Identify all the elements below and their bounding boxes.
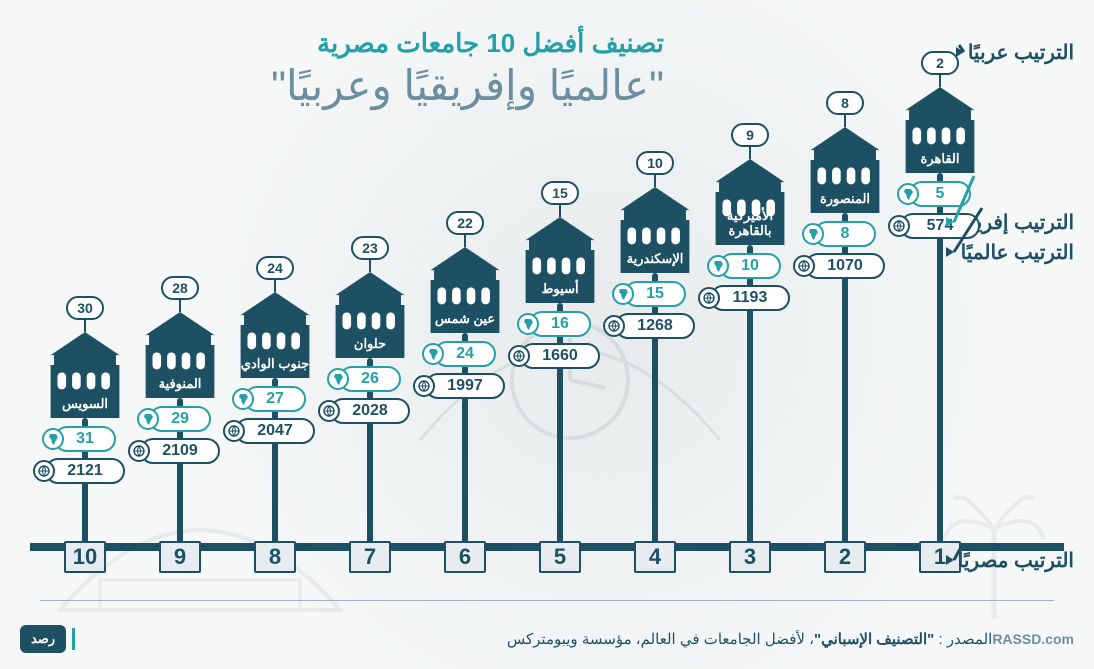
- africa-icon: [707, 255, 729, 277]
- globe-icon: [603, 315, 625, 337]
- africa-rank-pill: 5: [909, 181, 971, 207]
- africa-rank-pill: 29: [149, 406, 211, 432]
- building-icon: القاهرة: [897, 87, 983, 173]
- africa-icon: [42, 428, 64, 450]
- world-rank-pill: 1660: [520, 343, 600, 369]
- brand-accent: [72, 628, 75, 650]
- world-rank-pill: 1193: [710, 285, 790, 311]
- egypt-rank-tick: 2: [824, 541, 866, 573]
- globe-icon: [698, 287, 720, 309]
- africa-icon: [897, 183, 919, 205]
- badge-connector: [369, 260, 371, 272]
- africa-rank-pill: 15: [624, 281, 686, 307]
- egypt-rank-tick: 4: [634, 541, 676, 573]
- africa-rank-pill: 26: [339, 366, 401, 392]
- arab-rank-badge: 9: [731, 123, 769, 147]
- world-rank-pill: 2047: [235, 418, 315, 444]
- africa-rank-pill: 27: [244, 386, 306, 412]
- bar: [557, 303, 563, 543]
- badge-connector: [939, 75, 941, 87]
- globe-icon: [508, 345, 530, 367]
- badge-connector: [654, 175, 656, 187]
- egypt-rank-tick: 5: [539, 541, 581, 573]
- footer-divider: [40, 600, 1054, 601]
- africa-rank-pill: 24: [434, 341, 496, 367]
- source-text: المصدر : "التصنيف الإسباني"، لأفضل الجام…: [75, 630, 992, 648]
- badge-connector: [844, 115, 846, 127]
- africa-icon: [517, 313, 539, 335]
- building-icon: جنوب الوادي: [232, 292, 318, 378]
- chart: 2 القاهرة557418 المنصورة8107029 الأميركي…: [30, 20, 1064, 569]
- arab-rank-badge: 28: [161, 276, 199, 300]
- building-icon: عين شمس: [422, 247, 508, 333]
- globe-icon: [223, 420, 245, 442]
- world-rank-pill: 2109: [140, 438, 220, 464]
- egypt-rank-tick: 8: [254, 541, 296, 573]
- world-rank-pill: 1268: [615, 313, 695, 339]
- world-rank-pill: 1997: [425, 373, 505, 399]
- egypt-rank-tick: 6: [444, 541, 486, 573]
- building-icon: السويس: [42, 332, 128, 418]
- africa-icon: [612, 283, 634, 305]
- globe-icon: [413, 375, 435, 397]
- site-url: RASSD.com: [992, 631, 1074, 647]
- badge-connector: [464, 235, 466, 247]
- building-icon: الإسكندرية: [612, 187, 698, 273]
- building-icon: المنوفية: [137, 312, 223, 398]
- globe-icon: [888, 215, 910, 237]
- globe-icon: [128, 440, 150, 462]
- africa-rank-pill: 10: [719, 253, 781, 279]
- building-icon: المنصورة: [802, 127, 888, 213]
- globe-icon: [793, 255, 815, 277]
- africa-icon: [327, 368, 349, 390]
- world-rank-pill: 574: [900, 213, 980, 239]
- brand-logo: رصد: [20, 625, 66, 653]
- badge-connector: [749, 147, 751, 159]
- globe-icon: [33, 460, 55, 482]
- africa-rank-pill: 8: [814, 221, 876, 247]
- globe-icon: [318, 400, 340, 422]
- world-rank-pill: 2121: [45, 458, 125, 484]
- africa-icon: [137, 408, 159, 430]
- arab-rank-badge: 10: [636, 151, 674, 175]
- egypt-rank-tick: 3: [729, 541, 771, 573]
- badge-connector: [179, 300, 181, 312]
- africa-icon: [422, 343, 444, 365]
- egypt-rank-tick: 7: [349, 541, 391, 573]
- arab-rank-badge: 24: [256, 256, 294, 280]
- world-rank-pill: 2028: [330, 398, 410, 424]
- egypt-rank-tick: 10: [64, 541, 106, 573]
- world-rank-pill: 1070: [805, 253, 885, 279]
- arab-rank-badge: 23: [351, 236, 389, 260]
- arab-rank-badge: 22: [446, 211, 484, 235]
- africa-rank-pill: 16: [529, 311, 591, 337]
- egypt-rank-tick: 9: [159, 541, 201, 573]
- africa-icon: [802, 223, 824, 245]
- africa-icon: [232, 388, 254, 410]
- brand: رصد: [20, 625, 75, 653]
- arab-rank-badge: 15: [541, 181, 579, 205]
- building-icon: حلوان: [327, 272, 413, 358]
- egypt-rank-tick: 1: [919, 541, 961, 573]
- arab-rank-badge: 8: [826, 91, 864, 115]
- footer: RASSD.com المصدر : "التصنيف الإسباني"، ل…: [20, 625, 1074, 653]
- arab-rank-badge: 30: [66, 296, 104, 320]
- africa-rank-pill: 31: [54, 426, 116, 452]
- badge-connector: [84, 320, 86, 332]
- building-icon: الأميركية بالقاهرة: [707, 159, 793, 245]
- badge-connector: [274, 280, 276, 292]
- badge-connector: [559, 205, 561, 217]
- building-icon: أسيوط: [517, 217, 603, 303]
- arab-rank-badge: 2: [921, 51, 959, 75]
